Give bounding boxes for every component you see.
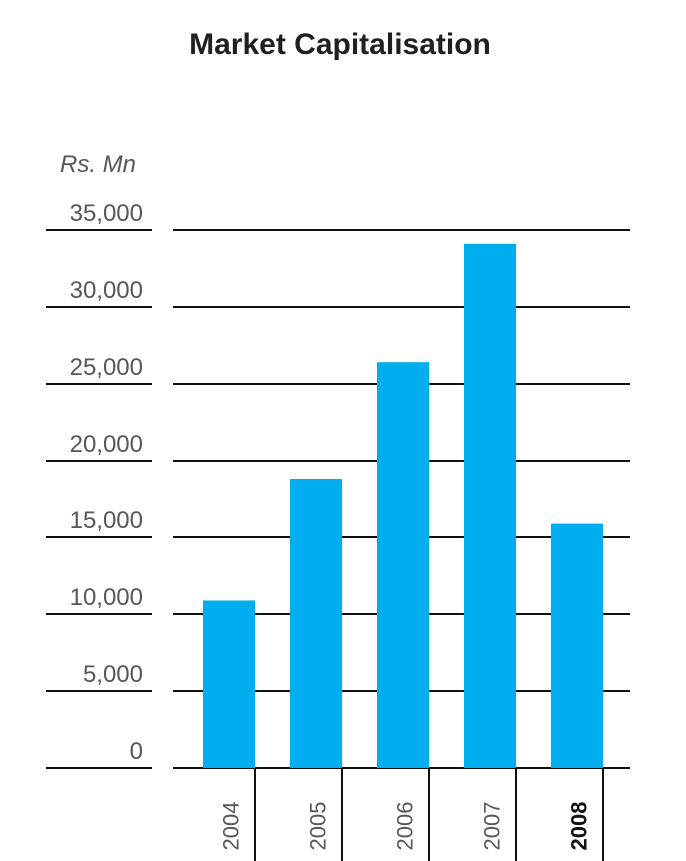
y-axis-ticks: 35,000 30,000 25,000 20,000 15,000 10,000 5,00…	[70, 200, 143, 765]
bar-2005	[290, 479, 342, 768]
y-tick-label: 35,000	[70, 200, 143, 227]
y-tick-label: 5,000	[83, 661, 143, 688]
x-tick-label: 2008	[567, 802, 592, 851]
bar-2007	[464, 243, 516, 768]
y-tick-label: 0	[130, 738, 143, 765]
bar-2008	[551, 523, 603, 768]
y-axis-unit-label: Rs. Mn	[60, 151, 136, 178]
y-tick-label: 25,000	[70, 354, 143, 381]
bar-2006	[377, 362, 429, 768]
x-axis-ticks: 2004 2005 2006 2007 2008	[219, 768, 604, 861]
x-tick-label: 2006	[393, 802, 418, 851]
bar-2004	[203, 600, 255, 768]
y-tick-label: 10,000	[70, 584, 143, 611]
x-tick-label: 2005	[306, 802, 331, 851]
y-tick-label: 20,000	[70, 431, 143, 458]
chart-title: Market Capitalisation	[189, 28, 491, 61]
bars	[203, 243, 603, 768]
y-tick-label: 30,000	[70, 277, 143, 304]
x-tick-label: 2004	[219, 802, 244, 851]
y-tick-label: 15,000	[70, 507, 143, 534]
x-tick-label: 2007	[480, 802, 505, 851]
